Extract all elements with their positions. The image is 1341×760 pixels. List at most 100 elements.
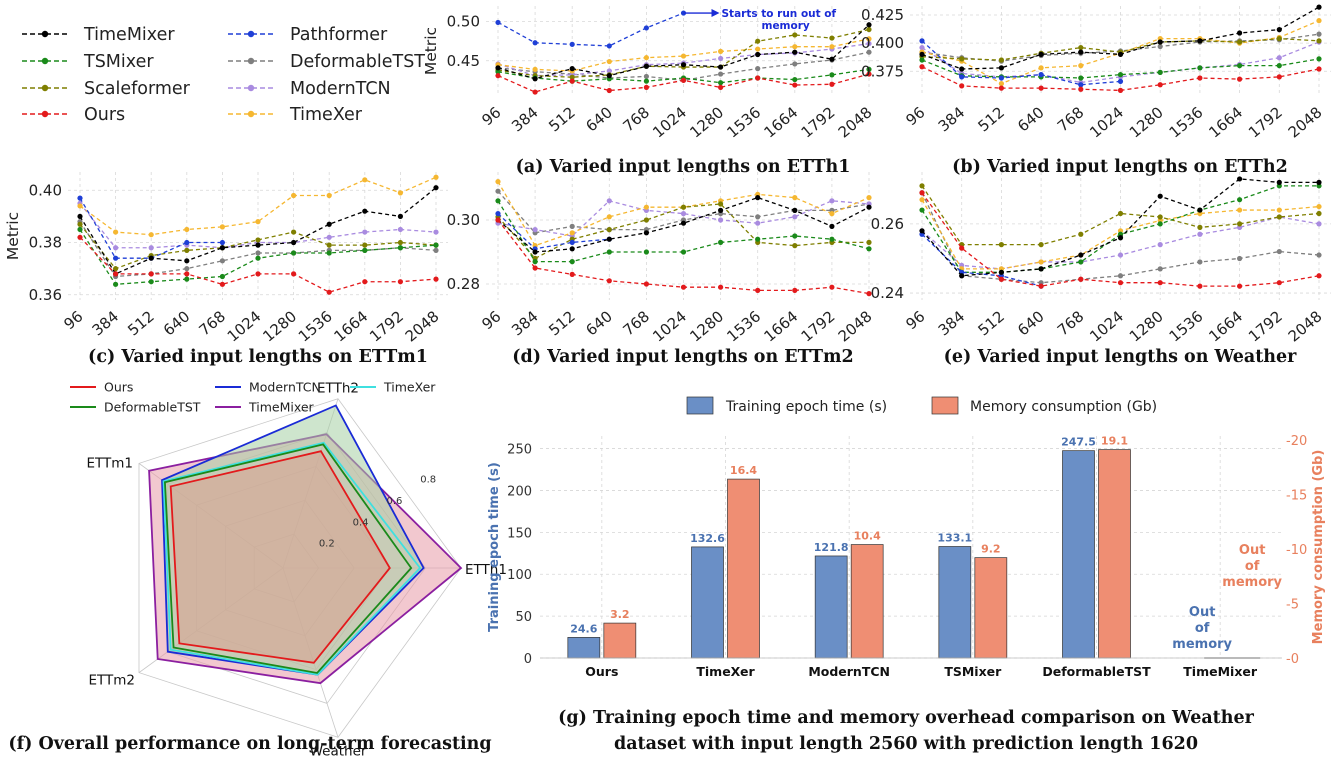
x-tick-label: 640 — [1014, 103, 1048, 135]
radar-legend-entry: ModernTCN — [215, 380, 321, 395]
data-point — [1316, 18, 1321, 23]
data-point — [570, 259, 575, 264]
data-point — [1237, 30, 1242, 35]
data-point — [718, 49, 723, 54]
x-tick-label: 640 — [582, 103, 616, 135]
data-point — [792, 44, 797, 49]
data-point — [1316, 204, 1321, 209]
data-point — [327, 250, 332, 255]
data-point — [1277, 63, 1282, 68]
data-point — [1039, 259, 1044, 264]
data-point — [1237, 221, 1242, 226]
data-point — [792, 32, 797, 37]
radar-legend-entry: TimeXer — [350, 380, 436, 395]
legend-label: Ours — [84, 105, 125, 125]
data-point — [220, 258, 225, 263]
data-point — [255, 219, 260, 224]
data-point — [220, 240, 225, 245]
data-point — [919, 38, 924, 43]
data-point — [755, 66, 760, 71]
data-point — [1078, 50, 1083, 55]
data-point — [1158, 82, 1163, 87]
data-point — [495, 20, 500, 25]
legend-entry-scaleformer: Scaleformer — [22, 79, 191, 99]
x-tick-label: 1024 — [649, 103, 690, 141]
data-point — [1158, 214, 1163, 219]
data-point — [644, 85, 649, 90]
y-axis-label: Metric — [4, 212, 22, 260]
data-point — [1197, 225, 1202, 230]
data-point — [149, 271, 154, 276]
data-point — [792, 195, 797, 200]
data-point — [1277, 180, 1282, 185]
data-point — [999, 277, 1004, 282]
data-point — [362, 243, 367, 248]
radar-legend-entry: DeformableTST — [70, 400, 201, 415]
data-point — [255, 243, 260, 248]
data-point — [495, 73, 500, 78]
x-tick-label: 640 — [1014, 307, 1048, 339]
radar-legend-label: TimeMixer — [248, 400, 315, 415]
legend-entry-ours: Ours — [22, 105, 125, 125]
data-point — [1197, 284, 1202, 289]
series-scaleformer — [495, 27, 871, 80]
data-point — [755, 46, 760, 51]
data-point — [681, 249, 686, 254]
x-tick-label: 96 — [902, 307, 928, 333]
data-point — [755, 237, 760, 242]
data-point — [220, 224, 225, 229]
data-point — [1039, 52, 1044, 57]
line-chart-e: 0.24 0.26 96 384 512 640 768102412801536166417… — [871, 172, 1331, 367]
x-tick-label: 512 — [124, 307, 158, 339]
data-point — [113, 282, 118, 287]
data-point — [149, 256, 154, 261]
data-point — [681, 78, 686, 83]
x-tick-label: 512 — [974, 307, 1008, 339]
bar-value-label: 9.2 — [981, 543, 1001, 556]
line-chart-b: 0.375 0.400 0.425 96 384 512 640 76810241280153… — [861, 5, 1331, 177]
x-tick-label: 1536 — [723, 307, 764, 345]
data-point — [755, 52, 760, 57]
bar-chart: 050100150200250-0-5-10-15-20Training epo… — [487, 397, 1326, 754]
chart-caption: (g) Training epoch time and memory overh… — [558, 708, 1254, 728]
data-point — [1078, 232, 1083, 237]
data-point — [570, 66, 575, 71]
data-point — [1118, 273, 1123, 278]
x-tick-label: 1280 — [686, 307, 727, 345]
radar-r-label: 0.4 — [353, 517, 369, 528]
data-point — [398, 240, 403, 245]
data-point — [792, 61, 797, 66]
x-tick-label: 384 — [508, 103, 542, 135]
legend-entry-deformabletst: DeformableTST — [228, 52, 425, 72]
data-point — [1197, 207, 1202, 212]
data-point — [866, 195, 871, 200]
data-point — [1316, 56, 1321, 61]
data-point — [792, 233, 797, 238]
data-point — [959, 246, 964, 251]
data-point — [1237, 77, 1242, 82]
data-point — [718, 64, 723, 69]
data-point — [919, 197, 924, 202]
x-tick-label: 1280 — [1126, 103, 1167, 141]
radar-axis-label: ETTm2 — [88, 673, 135, 689]
x-tick-label: 1792 — [798, 103, 839, 141]
x-tick-label: 96 — [902, 103, 928, 129]
data-point — [718, 80, 723, 85]
data-point — [570, 272, 575, 277]
chart-caption: (e) Varied input lengths on Weather — [944, 347, 1298, 367]
x-tick-label: 1024 — [224, 307, 265, 345]
data-point — [1078, 82, 1083, 87]
x-category-label: TSMixer — [944, 664, 1002, 679]
data-point — [607, 73, 612, 78]
data-point — [1197, 75, 1202, 80]
radar-legend-entry: Ours — [70, 380, 133, 395]
data-point — [77, 222, 82, 227]
bar-memory — [975, 558, 1007, 658]
x-tick-label: 768 — [619, 103, 653, 135]
data-point — [1316, 5, 1321, 10]
data-point — [1277, 27, 1282, 32]
data-point — [919, 52, 924, 57]
legend-label: Scaleformer — [84, 79, 191, 99]
x-tick-label: 1280 — [259, 307, 300, 345]
data-point — [255, 271, 260, 276]
